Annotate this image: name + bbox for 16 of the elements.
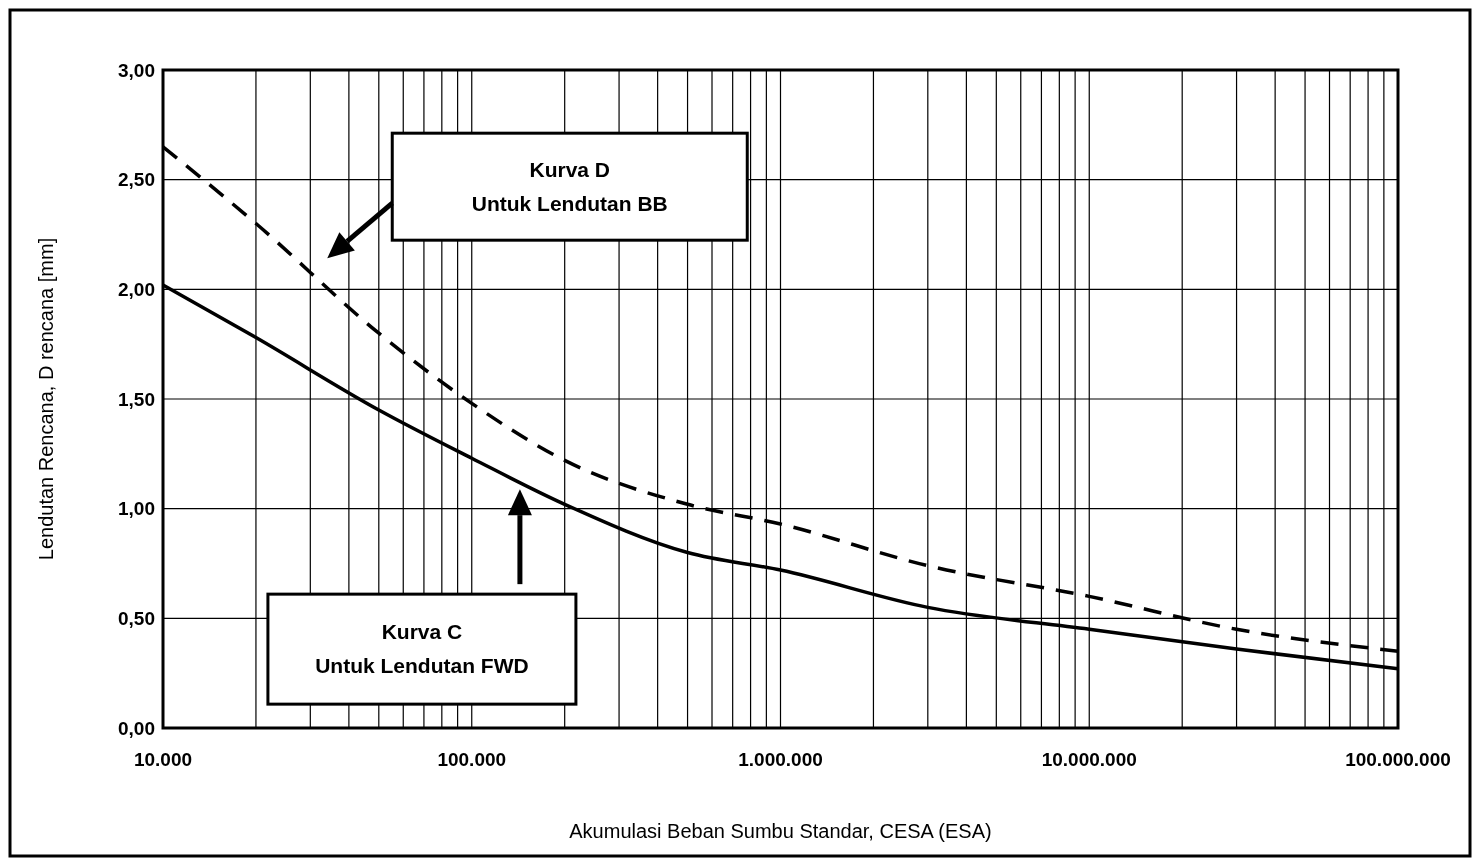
y-tick-label: 0,50 [118,607,155,629]
annotation: Kurva D Untuk Lendutan BB [471,158,668,216]
x-tick-label: 1.000.000 [738,749,823,770]
annotation: Kurva C Untuk Lendutan FWD [315,620,529,678]
x-tick-label: 10.000 [133,749,193,770]
x-tick-label: 10.000.000 [1041,749,1137,770]
x-axis-title: Akumulasi Beban Sumbu Standar, CESA (ESA) [569,820,992,842]
y-axis-title: Lendutan Rencana, D rencana [mm] [35,237,57,561]
y-tick-label: 0,00 [118,717,155,739]
x-tick-label: 100.000 [437,749,507,770]
y-tick-label: 2,50 [118,169,155,191]
x-tick-label: 100.000.000 [1345,749,1451,770]
y-tick-label: 2,00 [118,278,155,300]
y-tick-label: 1,50 [118,388,155,410]
y-tick-label: 1,00 [118,498,155,520]
y-tick-label: 3,00 [118,59,155,81]
